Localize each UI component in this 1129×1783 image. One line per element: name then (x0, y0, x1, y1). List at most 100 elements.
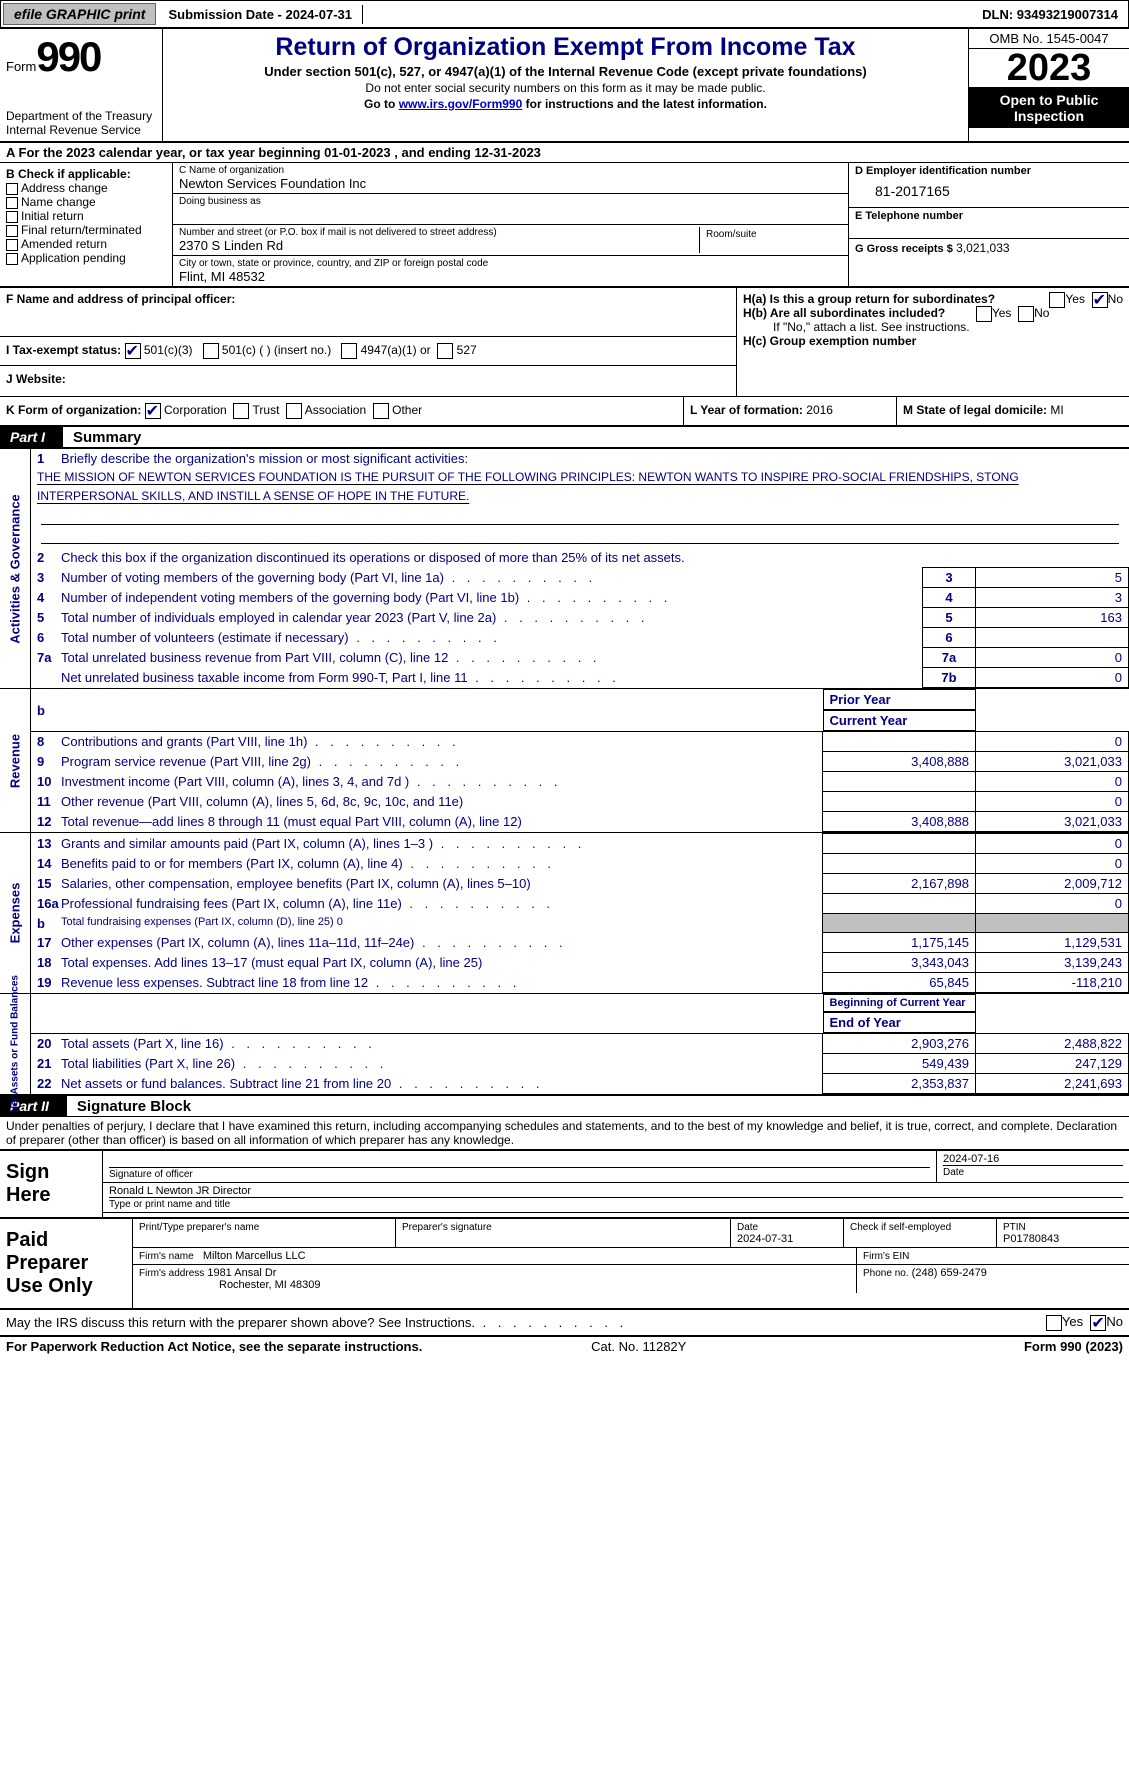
firm-name: Milton Marcellus LLC (203, 1250, 306, 1262)
sign-label: Sign Here (0, 1151, 103, 1217)
sig-officer-label: Signature of officer (109, 1169, 193, 1180)
firm-addr1: 1981 Ansal Dr (207, 1267, 276, 1279)
net-assets-section: Net Assets or Fund Balances Beginning of… (0, 993, 1129, 1096)
row-a-period: A For the 2023 calendar year, or tax yea… (0, 143, 1129, 163)
opt-4947: 4947(a)(1) or (361, 343, 431, 357)
e-label: E Telephone number (855, 210, 1123, 222)
b-opt-initial: Initial return (21, 209, 84, 223)
dba-label: Doing business as (179, 196, 842, 207)
check-name-change[interactable] (6, 197, 18, 209)
k-other[interactable] (373, 403, 389, 419)
side-rev: Revenue (8, 734, 23, 788)
sign-date: 2024-07-16 (943, 1153, 1123, 1165)
mission-text: THE MISSION OF NEWTON SERVICES FOUNDATIO… (31, 468, 1129, 506)
check-501c3[interactable] (125, 343, 141, 359)
check-amended[interactable] (6, 239, 18, 251)
dept-treasury: Department of the Treasury Internal Reve… (6, 109, 156, 137)
ag-table: 3Number of voting members of the governi… (31, 567, 1129, 688)
ptin: P01780843 (1003, 1233, 1059, 1245)
k-assoc[interactable] (286, 403, 302, 419)
addr-label: Number and street (or P.O. box if mail i… (179, 227, 699, 238)
check-527[interactable] (437, 343, 453, 359)
b-opt-final: Final return/terminated (21, 223, 142, 237)
ha-yes[interactable] (1049, 292, 1065, 308)
open-inspection: Open to Public Inspection (969, 88, 1129, 128)
activities-governance: Activities & Governance 1Briefly describ… (0, 448, 1129, 688)
part2-header: Part II Signature Block (0, 1096, 1129, 1117)
hb-label: H(b) Are all subordinates included? (743, 306, 945, 320)
check-501c[interactable] (203, 343, 219, 359)
part1-title: Summary (63, 429, 141, 446)
f-label: F Name and address of principal officer: (6, 292, 730, 336)
m-label: M State of legal domicile: (903, 403, 1047, 417)
check-initial[interactable] (6, 211, 18, 223)
line1-label: Briefly describe the organization's miss… (61, 451, 1129, 466)
k-label: K Form of organization: (6, 403, 141, 417)
firm-phone: (248) 659-2479 (912, 1267, 987, 1279)
row-klm: K Form of organization: Corporation Trus… (0, 397, 1129, 427)
net-assets-table: Beginning of Current YearEnd of Year 20T… (31, 994, 1129, 1094)
discuss-no[interactable] (1090, 1315, 1106, 1331)
footer: For Paperwork Reduction Act Notice, see … (0, 1335, 1129, 1356)
k-trust[interactable] (233, 403, 249, 419)
room-label: Room/suite (706, 229, 836, 240)
b-opt-name: Name change (21, 195, 96, 209)
perjury-text: Under penalties of perjury, I declare th… (0, 1117, 1129, 1149)
section-fh: F Name and address of principal officer:… (0, 288, 1129, 397)
sign-here: Sign Here Signature of officer 2024-07-1… (0, 1149, 1129, 1218)
check-4947[interactable] (341, 343, 357, 359)
i-label: I Tax-exempt status: (6, 343, 121, 357)
b-opt-address: Address change (21, 181, 108, 195)
b-opt-pending: Application pending (21, 251, 126, 265)
officer-name: Ronald L Newton JR Director (109, 1185, 1123, 1197)
hb-note: If "No," attach a list. See instructions… (743, 320, 1123, 334)
dln: DLN: 93493219007314 (972, 5, 1128, 24)
k-corp[interactable] (145, 403, 161, 419)
cat-no: Cat. No. 11282Y (591, 1339, 686, 1354)
firm-addr2: Rochester, MI 48309 (139, 1279, 321, 1291)
revenue-section: Revenue bPrior YearCurrent Year 8Contrib… (0, 688, 1129, 832)
discuss-yes[interactable] (1046, 1315, 1062, 1331)
form-header: Form 990 Department of the Treasury Inte… (0, 29, 1129, 143)
d-label: D Employer identification number (855, 165, 1123, 177)
expenses-section: Expenses 13Grants and similar amounts pa… (0, 832, 1129, 993)
goto-prefix: Go to (364, 97, 399, 111)
part1-header: Part I Summary (0, 427, 1129, 448)
form-prefix: Form (6, 59, 36, 74)
opt-527: 527 (457, 343, 477, 357)
check-pending[interactable] (6, 253, 18, 265)
prep-date: 2024-07-31 (737, 1233, 793, 1245)
city-label: City or town, state or province, country… (179, 258, 842, 269)
efile-badge: efile GRAPHIC print (3, 3, 156, 25)
irs-link[interactable]: www.irs.gov/Form990 (399, 97, 523, 111)
ssn-note: Do not enter social security numbers on … (171, 81, 960, 95)
check-address-change[interactable] (6, 183, 18, 195)
side-na: Net Assets or Fund Balances (10, 975, 21, 1113)
l-val: 2016 (806, 403, 833, 417)
ha-no[interactable] (1092, 292, 1108, 308)
paid-preparer: Paid Preparer Use Only Print/Type prepar… (0, 1218, 1129, 1309)
entity-section: B Check if applicable: Address change Na… (0, 163, 1129, 288)
check-final[interactable] (6, 225, 18, 237)
discuss-text: May the IRS discuss this return with the… (6, 1315, 627, 1330)
form-ref: Form 990 (2023) (1024, 1339, 1123, 1354)
hb-no[interactable] (1018, 306, 1034, 322)
part2-title: Signature Block (67, 1098, 191, 1115)
line2-label: Check this box if the organization disco… (61, 550, 685, 565)
gross-receipts: 3,021,033 (956, 241, 1009, 255)
g-label: G Gross receipts $ (855, 243, 953, 255)
form-title: Return of Organization Exempt From Incom… (171, 33, 960, 62)
pra-notice: For Paperwork Reduction Act Notice, see … (6, 1339, 422, 1354)
j-label: J Website: (0, 365, 736, 392)
street-address: 2370 S Linden Rd (179, 238, 699, 253)
ein: 81-2017165 (855, 177, 1123, 205)
hc-label: H(c) Group exemption number (743, 334, 916, 348)
part1-tag: Part I (0, 427, 63, 447)
b-label: B Check if applicable: (6, 167, 166, 181)
form-number: 990 (36, 33, 100, 81)
tax-year: 2023 (969, 49, 1129, 88)
hb-yes[interactable] (976, 306, 992, 322)
opt-501c3: 501(c)(3) (144, 343, 193, 357)
form-subtitle: Under section 501(c), 527, or 4947(a)(1)… (171, 64, 960, 79)
c-name-label: C Name of organization (179, 165, 842, 176)
